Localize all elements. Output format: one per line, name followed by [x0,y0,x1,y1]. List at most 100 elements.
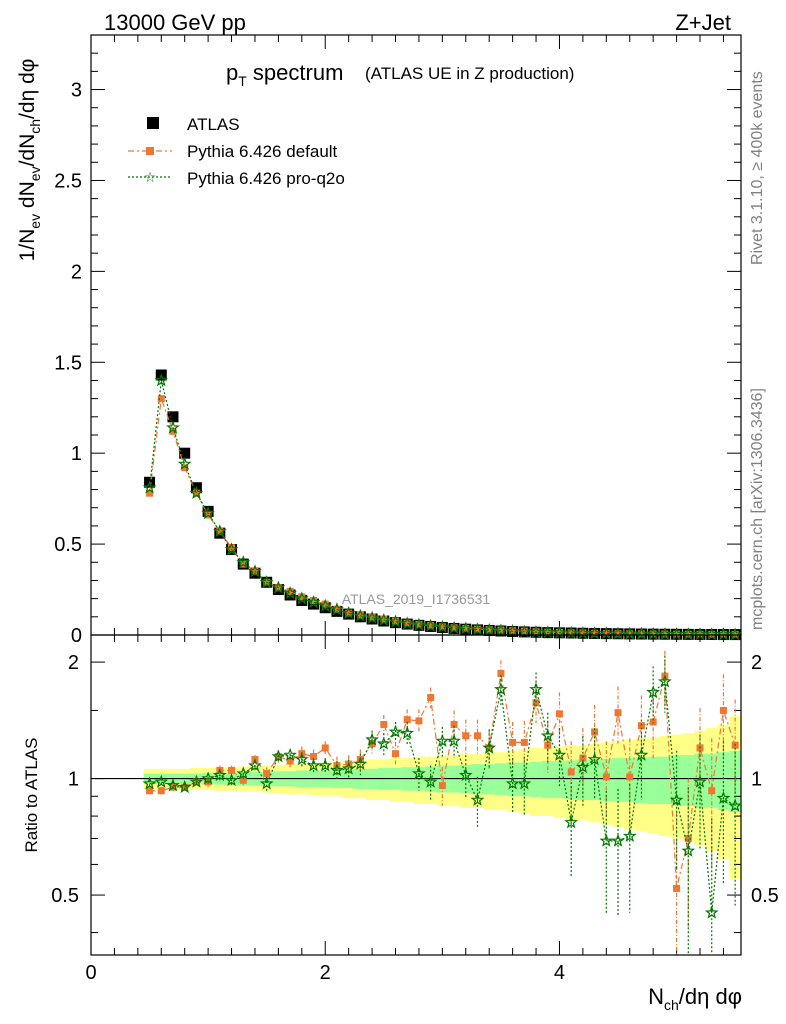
q2o-point [365,610,379,624]
q2o-point [283,586,297,599]
q2o-point [470,622,485,636]
default-point [438,623,446,631]
ratio-default-point [462,732,470,740]
ratio-band-inner [530,761,543,798]
q2o-point [294,591,309,605]
q2o-point [236,555,251,569]
q2o-point [189,485,204,499]
ratio-default-point [485,744,493,752]
default-point [192,489,200,497]
atlas-point [202,505,214,517]
default-point [602,629,610,637]
process-label: Z+Jet [675,10,731,35]
ratio-q2o-point [599,833,614,847]
rivet-label: Rivet 3.1.10, ≥ 400k events [749,71,766,265]
ratio-default-point [555,710,563,718]
main-y-tick-label: 0.5 [54,534,82,556]
default-point [181,464,189,472]
ratio-q2o-point [447,733,461,747]
q2o-point [447,620,461,634]
q2o-point [634,626,649,640]
x-tick-label: 4 [554,962,565,984]
default-point [321,600,329,608]
q2o-point [353,608,368,622]
ratio-band-inner [647,756,660,804]
q2o-point [728,627,743,641]
ratio-q2o-point [341,761,356,775]
atlas-point [179,447,191,459]
ratio-y-tick-label-right: 2 [751,652,762,674]
plot-title: pT spectrum [226,60,343,89]
ratio-band-inner [553,761,566,799]
ratio-band-inner [471,764,484,795]
energy-label: 13000 GeV pp [104,10,246,35]
ratio-default-point [614,709,622,717]
ratio-q2o-point [330,763,344,777]
ratio-default-point [286,757,294,765]
ratio-default-point [649,718,657,726]
q2o-point [435,619,450,633]
q2o-point [341,605,356,620]
default-point [286,587,294,595]
default-point [485,626,493,634]
q2o-point [212,524,227,538]
ratio-q2o-point [435,733,450,747]
default-point [157,395,165,403]
q2o-point [154,373,169,387]
ratio-default-point [181,783,189,791]
ratio-q2o-point [271,749,286,763]
q2o-point [376,612,391,626]
ratio-q2o-point [189,774,204,788]
ratio-q2o-point [236,766,251,780]
q2o-point [248,564,262,578]
ratio-default-point [591,728,599,736]
default-point [310,596,318,604]
ratio-q2o-point [634,747,649,761]
legend-marker-atlas [147,117,159,129]
ratio-band-inner [612,758,625,802]
ratio-default-point [157,787,165,795]
ratio-q2o-point [306,758,321,772]
ratio-default-point [415,717,423,725]
q2o-point [224,542,239,556]
q2o-point [458,621,473,635]
ratio-q2o-point [505,776,520,790]
ratio-q2o-point [294,752,309,766]
ratio-q2o-point [423,774,438,788]
ratio-q2o-point [540,728,555,742]
ratio-default-point [602,773,610,781]
q2o-point [166,420,180,434]
ratio-default-point [684,835,692,843]
ratio-q2o-point [517,776,532,790]
ratio-default-point [532,699,540,707]
x-axis-label: Nch/dη dφ [648,984,742,1013]
default-point [368,613,376,621]
q2o-point [657,626,672,640]
plot-subtitle: (ATLAS UE in Z production) [365,64,574,83]
legend-marker-default [146,147,154,155]
q2o-point [318,598,333,612]
ratio-default-point [567,768,575,776]
q2o-point [259,575,274,589]
ratio-default-point [228,766,236,774]
q2o-point [177,456,192,470]
legend: ATLAS Pythia 6.426 default ☆ Pythia 6.42… [128,115,345,188]
ratio-band-inner [483,764,496,795]
ratio-q2o-point [669,792,684,806]
default-point [626,630,634,638]
ratio-default-point [473,732,481,740]
q2o-point [142,480,157,494]
ratio-q2o-point [552,747,567,761]
ratio-q2o-point [576,759,590,774]
default-point [637,630,645,638]
legend-label-atlas: ATLAS [187,115,240,134]
ratio-default-point [438,781,446,789]
ratio-q2o-point [412,766,426,780]
ratio-default-point [509,738,517,746]
ratio-q2o-point [166,778,180,792]
ratio-default-point [719,706,727,714]
default-point [392,617,400,625]
ratio-y-tick-label-right: 0.5 [751,885,779,907]
ratio-q2o-point [622,828,637,843]
